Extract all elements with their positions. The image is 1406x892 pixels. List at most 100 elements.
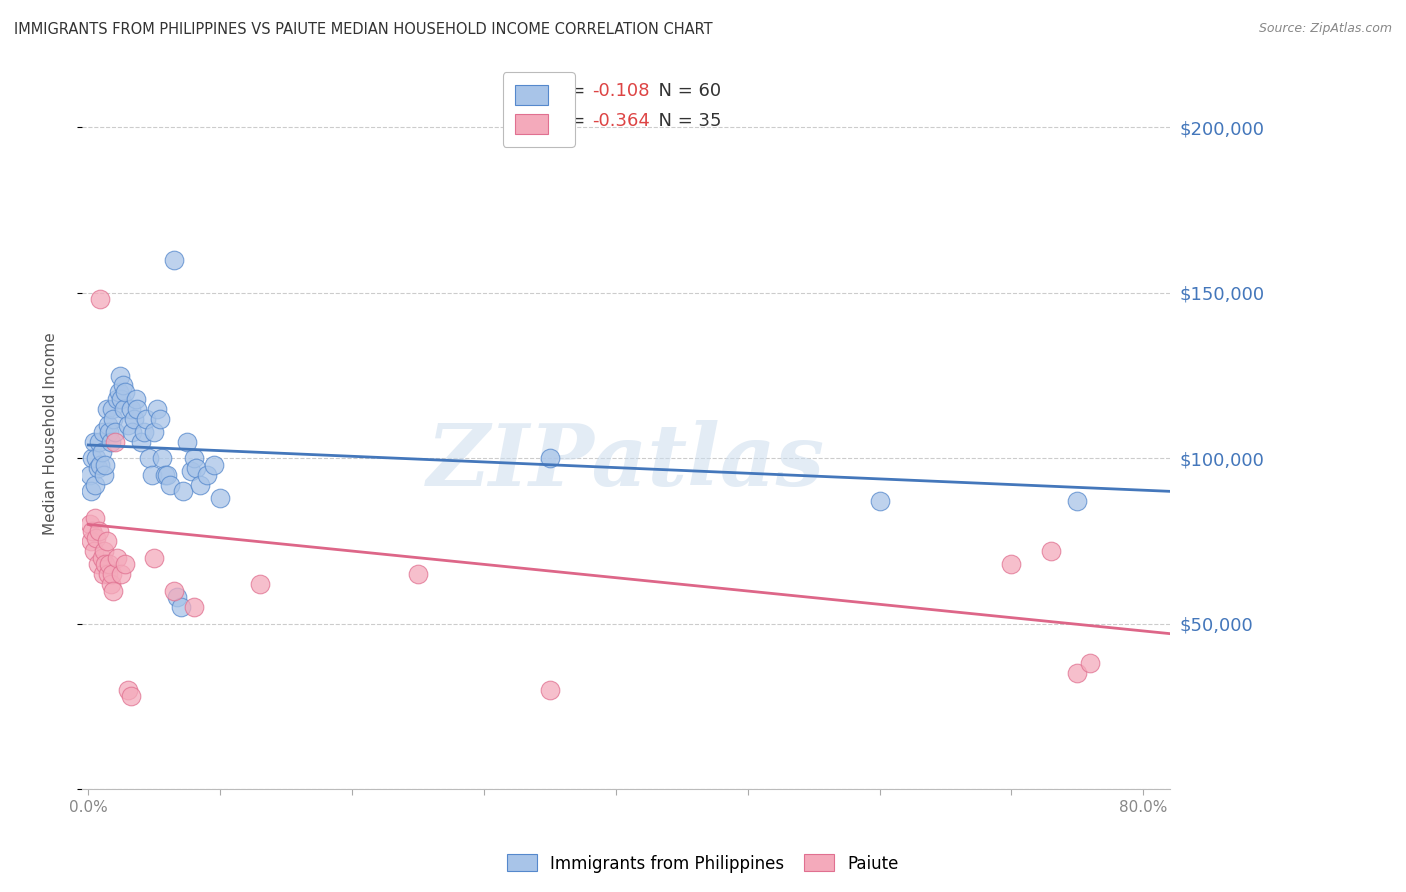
- Text: N = 60: N = 60: [647, 81, 721, 100]
- Point: [129, 434, 152, 449]
- Point: [156, 467, 179, 482]
- Point: [100, 434, 122, 449]
- Point: [180, 465, 202, 479]
- Point: [195, 467, 218, 482]
- Point: [101, 567, 124, 582]
- Point: [94, 557, 117, 571]
- Point: [114, 557, 136, 571]
- Point: [87, 524, 110, 538]
- Point: [150, 451, 173, 466]
- Point: [79, 467, 101, 482]
- Point: [112, 401, 135, 416]
- Point: [91, 567, 114, 582]
- Point: [135, 411, 157, 425]
- Y-axis label: Median Household Income: Median Household Income: [44, 332, 58, 535]
- Point: [125, 392, 148, 406]
- Point: [153, 467, 176, 482]
- Point: [183, 451, 205, 466]
- Text: ZIPatlas: ZIPatlas: [426, 420, 825, 504]
- Point: [110, 392, 132, 406]
- Point: [124, 411, 146, 425]
- Point: [84, 477, 107, 491]
- Point: [114, 385, 136, 400]
- Point: [86, 461, 108, 475]
- Point: [110, 567, 132, 582]
- Point: [538, 451, 561, 466]
- Point: [163, 252, 186, 267]
- Point: [406, 567, 429, 582]
- Point: [90, 444, 112, 458]
- Text: Source: ZipAtlas.com: Source: ZipAtlas.com: [1258, 22, 1392, 36]
- Text: -0.364: -0.364: [592, 112, 650, 130]
- Point: [166, 591, 188, 605]
- Text: N = 35: N = 35: [647, 112, 721, 130]
- Point: [83, 434, 105, 449]
- Point: [98, 557, 121, 571]
- Point: [84, 451, 107, 466]
- Point: [96, 401, 118, 416]
- Point: [104, 425, 127, 439]
- Point: [117, 418, 139, 433]
- Point: [132, 425, 155, 439]
- Point: [183, 600, 205, 615]
- Point: [105, 550, 128, 565]
- Text: R =: R =: [551, 112, 591, 130]
- Point: [146, 401, 169, 416]
- Point: [148, 411, 170, 425]
- Point: [1000, 557, 1022, 571]
- Point: [127, 401, 149, 416]
- Point: [80, 484, 103, 499]
- Point: [249, 577, 271, 591]
- Point: [89, 458, 111, 472]
- Point: [80, 533, 103, 548]
- Point: [108, 368, 131, 383]
- Point: [86, 557, 108, 571]
- Point: [87, 434, 110, 449]
- Point: [82, 451, 104, 466]
- Point: [202, 458, 225, 472]
- Point: [121, 425, 143, 439]
- Text: IMMIGRANTS FROM PHILIPPINES VS PAIUTE MEDIAN HOUSEHOLD INCOME CORRELATION CHART: IMMIGRANTS FROM PHILIPPINES VS PAIUTE ME…: [14, 22, 713, 37]
- Point: [143, 550, 166, 565]
- Point: [90, 550, 112, 565]
- Point: [1039, 544, 1062, 558]
- Point: [97, 567, 120, 582]
- Point: [82, 524, 104, 538]
- Point: [190, 477, 212, 491]
- Point: [159, 477, 181, 491]
- Point: [107, 385, 129, 400]
- Point: [104, 434, 127, 449]
- Point: [120, 690, 142, 704]
- Point: [1066, 494, 1088, 508]
- Point: [91, 425, 114, 439]
- Point: [143, 425, 166, 439]
- Point: [79, 517, 101, 532]
- Point: [1066, 666, 1088, 681]
- Legend: Immigrants from Philippines, Paiute: Immigrants from Philippines, Paiute: [501, 847, 905, 880]
- Point: [176, 434, 198, 449]
- Point: [141, 467, 163, 482]
- Point: [111, 378, 134, 392]
- Point: [94, 458, 117, 472]
- Point: [120, 401, 142, 416]
- Point: [93, 467, 115, 482]
- Point: [1080, 657, 1102, 671]
- Point: [101, 401, 124, 416]
- Point: [869, 494, 891, 508]
- Point: [93, 544, 115, 558]
- Point: [84, 531, 107, 545]
- Legend: , : ,: [502, 72, 575, 146]
- Point: [103, 583, 125, 598]
- Point: [209, 491, 232, 505]
- Point: [186, 461, 208, 475]
- Point: [100, 577, 122, 591]
- Point: [538, 682, 561, 697]
- Point: [105, 392, 128, 406]
- Point: [98, 425, 121, 439]
- Text: R =: R =: [551, 81, 591, 100]
- Point: [97, 418, 120, 433]
- Point: [172, 484, 194, 499]
- Point: [84, 510, 107, 524]
- Point: [103, 411, 125, 425]
- Point: [96, 533, 118, 548]
